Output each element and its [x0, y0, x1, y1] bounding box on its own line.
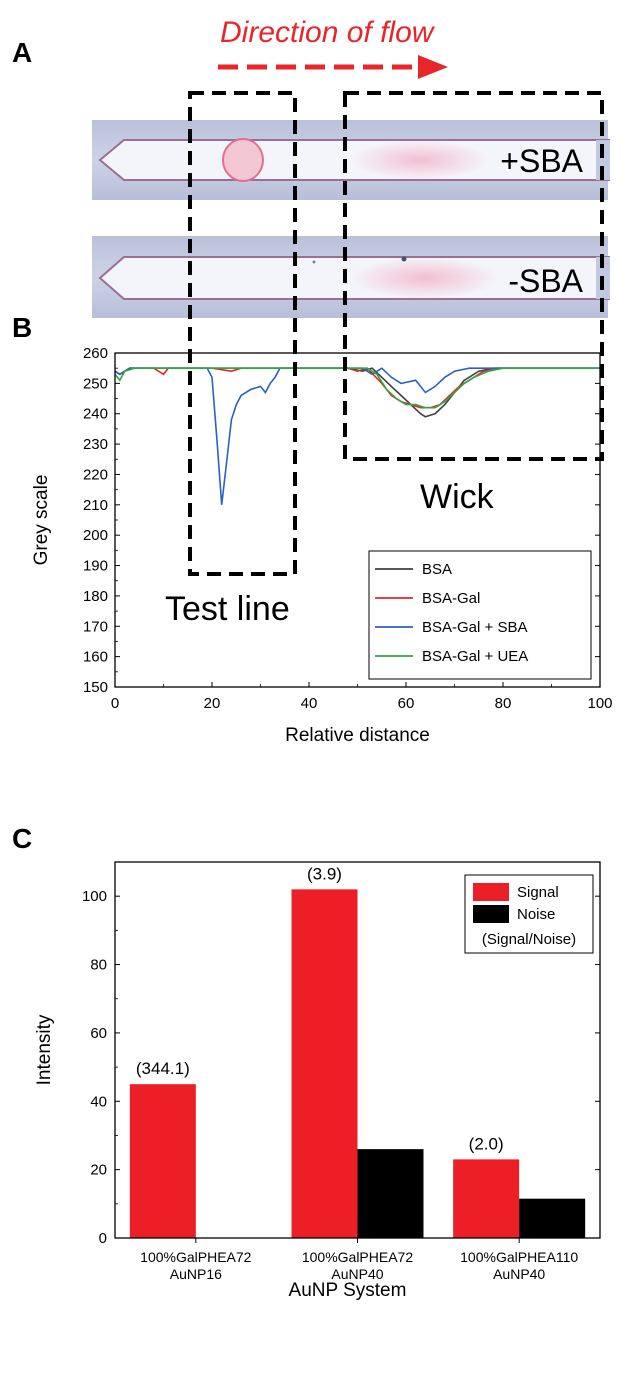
bar-signal-2: [453, 1159, 520, 1238]
category-label-2-0: 100%GalPHEA110: [460, 1249, 578, 1265]
x-tick-label: 20: [204, 695, 221, 712]
legend-label-3: BSA-Gal + UEA: [422, 648, 528, 665]
legend-box: [368, 550, 592, 680]
wick-stain: [350, 257, 500, 299]
strip-label-minus-sba: -SBA: [508, 263, 583, 299]
ratio-label-2: (2.0): [469, 1134, 504, 1153]
category-label-0-1: AuNP16: [170, 1266, 222, 1282]
test-strip-minus-sba: -SBA: [92, 236, 610, 318]
x-axis-title: AuNP System: [289, 1280, 407, 1301]
category-label-2-1: AuNP40: [493, 1266, 545, 1282]
y-tick-label: 160: [83, 649, 108, 666]
test-strip-plus-sba: +SBA: [92, 120, 610, 200]
y-tick-label: 0: [99, 1230, 107, 1247]
y-tick-label: 150: [83, 679, 108, 696]
y-tick-label: 100: [82, 888, 107, 905]
category-label-1-1: AuNP40: [331, 1266, 383, 1282]
legend-label-2: BSA-Gal + SBA: [422, 619, 527, 636]
y-tick-label: 210: [83, 497, 108, 514]
series-line-3: [114, 367, 600, 409]
y-tick-label: 40: [90, 1093, 107, 1110]
ratio-caption: (Signal/Noise): [482, 931, 576, 948]
intensity-bar-chart: (344.1)100%GalPHEA72AuNP16(3.9)100%GalPH…: [34, 861, 601, 1301]
y-tick-label: 80: [90, 957, 107, 974]
y-tick-label: 250: [83, 375, 108, 392]
series-line-2: [114, 367, 600, 505]
y-tick-label: 200: [83, 527, 108, 544]
y-tick-label: 20: [90, 1162, 107, 1179]
ratio-label-0: (344.1): [136, 1059, 190, 1078]
y-tick-label: 170: [83, 618, 108, 635]
y-axis-title: Intensity: [34, 1014, 55, 1085]
test-spot: [222, 138, 264, 182]
test-line-annotation: Test line: [165, 590, 290, 628]
series-line-0: [114, 367, 600, 418]
legend-label-1: Noise: [517, 906, 555, 923]
ratio-label-1: (3.9): [307, 864, 342, 883]
y-tick-label: 220: [83, 466, 108, 483]
plot-frame: [114, 861, 601, 1239]
bar-signal-0: [129, 1084, 196, 1238]
wick-annotation: Wick: [420, 478, 495, 516]
grey-scale-line-chart: 150 160 170 180 190 200 210 220 230 240 250 260 0 20 4…: [31, 345, 613, 746]
panel-b-letter: B: [12, 312, 32, 343]
legend-label-0: BSA: [422, 561, 452, 578]
test-line-region-box: [188, 91, 297, 576]
flow-direction-title: Direction of flow: [220, 16, 436, 49]
y-axis-title: Grey scale: [31, 475, 52, 566]
strip-label-plus-sba: +SBA: [500, 143, 583, 179]
legend-swatch-1: [473, 905, 509, 923]
y-tick-label: 190: [83, 558, 108, 575]
y-tick-label: 260: [83, 345, 108, 362]
y-tick-label: 180: [83, 588, 108, 605]
y-tick-label: 240: [83, 406, 108, 423]
y-tick-label: 230: [83, 436, 108, 453]
wick-stain: [350, 140, 490, 180]
x-tick-label: 100: [587, 695, 612, 712]
panel-a-letter: A: [12, 37, 32, 68]
panel-c-letter: C: [12, 823, 32, 854]
x-tick-label: 60: [398, 695, 415, 712]
x-tick-label: 0: [111, 695, 119, 712]
x-axis-title: Relative distance: [285, 725, 430, 746]
x-tick-label: 80: [495, 695, 512, 712]
bar-noise-1: [357, 1149, 424, 1238]
category-label-1-0: 100%GalPHEA72: [302, 1249, 414, 1265]
legend: Signal Noise (Signal/Noise): [464, 874, 594, 954]
y-tick-label: 60: [90, 1025, 107, 1042]
legend-label-0: Signal: [517, 884, 559, 901]
category-label-0-0: 100%GalPHEA72: [140, 1249, 252, 1265]
legend-label-1: BSA-Gal: [422, 590, 480, 607]
legend: BSA BSA-Gal BSA-Gal + SBA BSA-Gal + UEA: [368, 550, 592, 680]
x-tick-label: 40: [301, 695, 318, 712]
flow-arrow: [218, 55, 448, 79]
bar-signal-1: [291, 889, 358, 1238]
wick-region-box: [343, 91, 604, 461]
legend-swatch-0: [473, 883, 509, 901]
bar-noise-2: [519, 1198, 586, 1238]
series-line-1: [114, 367, 600, 409]
